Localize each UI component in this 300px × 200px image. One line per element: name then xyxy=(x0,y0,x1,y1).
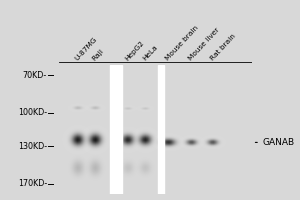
Text: 100KD-: 100KD- xyxy=(18,108,47,117)
Text: HepG2: HepG2 xyxy=(124,39,145,62)
Text: U-87MG: U-87MG xyxy=(74,36,98,62)
Bar xyxy=(158,65,164,194)
Text: 170KD-: 170KD- xyxy=(18,179,47,188)
Text: Mouse brain: Mouse brain xyxy=(164,25,200,62)
Text: Raji: Raji xyxy=(91,48,105,62)
Text: Rat brain: Rat brain xyxy=(209,33,236,62)
Text: 70KD-: 70KD- xyxy=(23,71,47,80)
Text: Mouse liver: Mouse liver xyxy=(188,27,221,62)
Text: 130KD-: 130KD- xyxy=(18,142,47,151)
Bar xyxy=(110,65,122,194)
Text: GANAB: GANAB xyxy=(255,138,295,147)
Text: HeLa: HeLa xyxy=(141,44,158,62)
